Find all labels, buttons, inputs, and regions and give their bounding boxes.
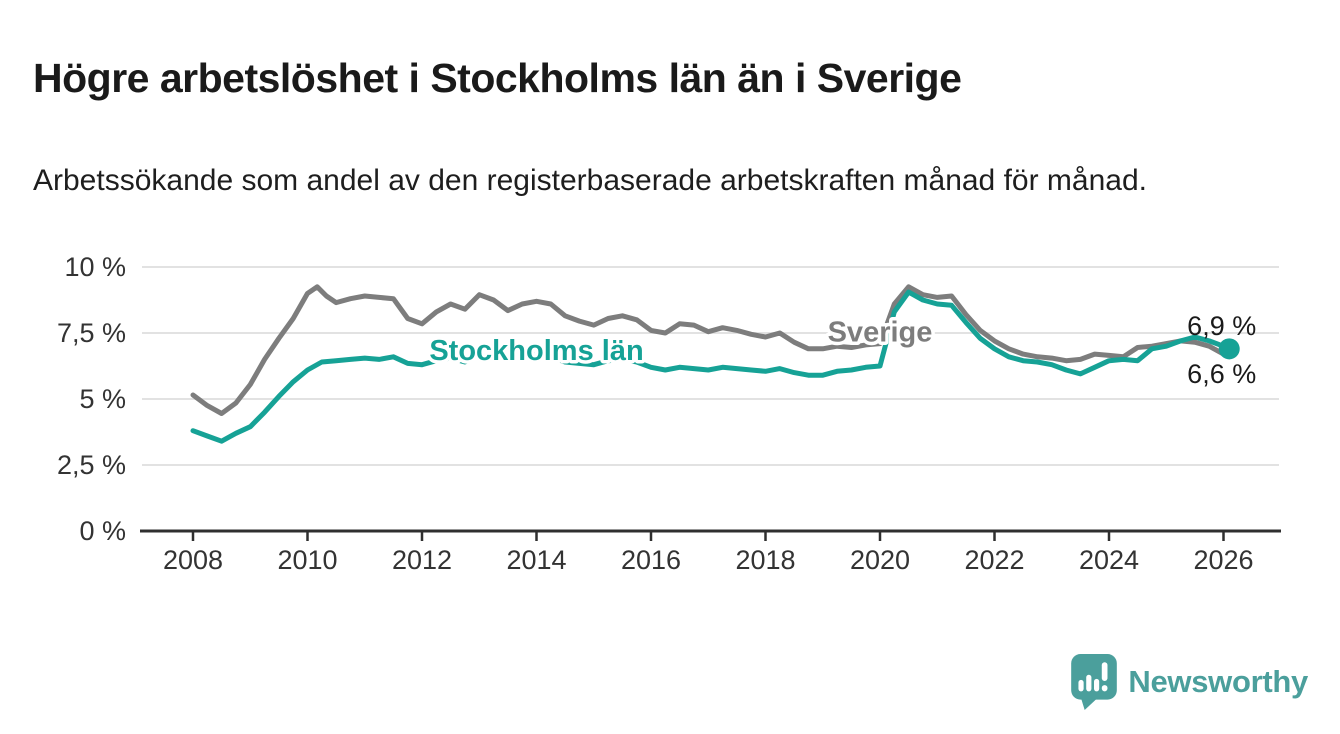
newsworthy-logo-icon — [1071, 654, 1118, 710]
end-point-dot — [1218, 338, 1240, 360]
x-axis-label: 2018 — [735, 545, 795, 575]
y-axis-label: 2,5 % — [57, 450, 126, 480]
x-axis-label: 2016 — [621, 545, 681, 575]
y-axis-label: 5 % — [79, 384, 126, 414]
y-axis-label: 0 % — [79, 516, 126, 546]
x-axis-label: 2026 — [1193, 545, 1253, 575]
x-axis-label: 2024 — [1079, 545, 1139, 575]
chart-title: Högre arbetslöshet i Stockholms län än i… — [33, 55, 962, 102]
line-stockholms-l-n — [190, 289, 1232, 444]
x-axis-label: 2008 — [163, 545, 223, 575]
x-axis-label: 2014 — [506, 545, 566, 575]
x-axis-label: 2020 — [850, 545, 910, 575]
series-label-stockholms-l-n: Stockholms län — [429, 335, 643, 367]
series-label-sverige: Sverige — [828, 317, 933, 349]
chart-area: 0 % 2,5 % 5 % 7,5 % 10 % 2008 2010 2012 2014 2016… — [57, 252, 1281, 575]
line-sverige — [190, 284, 1232, 416]
newsworthy-wordmark: Newsworthy — [1128, 664, 1308, 699]
chart-subtitle: Arbetssökande som andel av den registerb… — [33, 164, 1147, 197]
newsworthy-logo: Newsworthy — [1071, 654, 1308, 710]
unemployment-chart: 0 % 2,5 % 5 % 7,5 % 10 % 2008 2010 2012 2014 2016… — [57, 252, 1281, 575]
end-value-label-sverige: 6,6 % — [1187, 359, 1256, 389]
y-axis-label: 7,5 % — [57, 318, 126, 348]
x-axis-label: 2010 — [277, 545, 337, 575]
x-axis-label: 2022 — [964, 545, 1024, 575]
x-axis-label: 2012 — [392, 545, 452, 575]
y-axis-label: 10 % — [64, 252, 126, 282]
end-value-label-stockholms-l-n: 6,9 % — [1187, 311, 1256, 341]
